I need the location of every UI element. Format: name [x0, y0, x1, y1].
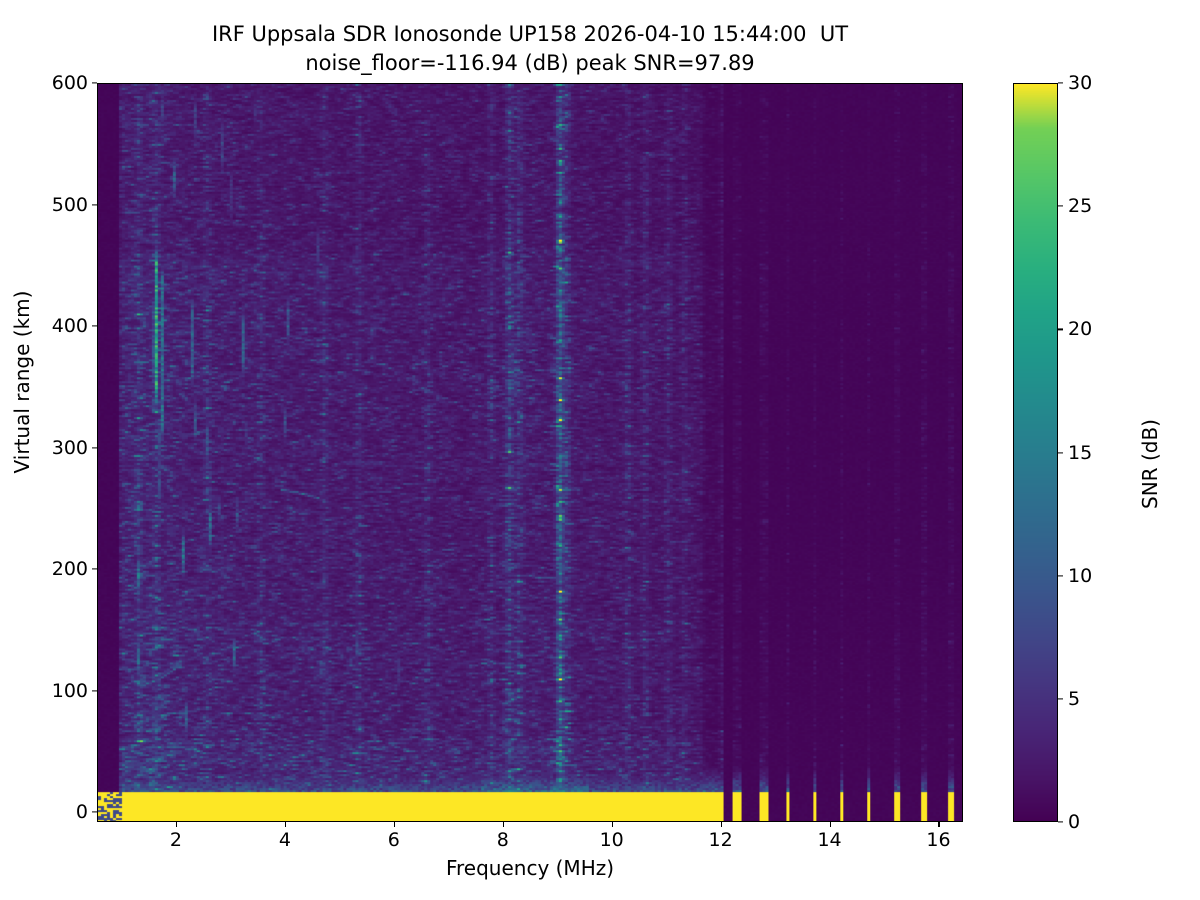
x-tick-mark — [284, 822, 287, 827]
y-tick-mark — [92, 203, 97, 206]
figure-title-line-1: IRF Uppsala SDR Ionosonde UP158 2026-04-… — [211, 22, 849, 46]
ionogram-heatmap-canvas — [98, 84, 962, 821]
x-tick-label: 14 — [817, 829, 842, 851]
y-tick-label: 600 — [51, 72, 88, 94]
x-tick-label: 16 — [926, 829, 951, 851]
y-tick-label: 400 — [51, 315, 88, 338]
y-tick-label: 0 — [75, 801, 88, 824]
x-tick-label: 4 — [278, 829, 291, 851]
colorbar-tick-label: 5 — [1068, 687, 1081, 710]
x-tick-mark — [502, 822, 504, 827]
colorbar-tick-label: 15 — [1068, 441, 1093, 464]
x-tick-mark — [175, 822, 178, 827]
x-tick-label: 10 — [599, 829, 624, 851]
colorbar-tick-mark — [1058, 575, 1063, 577]
colorbar-tick-mark — [1058, 82, 1063, 84]
y-tick-label: 100 — [51, 679, 88, 702]
colorbar-tick-mark — [1058, 205, 1063, 207]
figure-title-line-2: noise_floor=-116.94 (dB) peak SNR=97.89 — [305, 51, 755, 75]
colorbar-gradient-canvas — [1014, 84, 1057, 821]
colorbar-tick-mark — [1058, 698, 1063, 700]
x-tick-mark — [393, 822, 396, 827]
y-tick-mark — [92, 325, 97, 327]
colorbar-tick-mark — [1058, 821, 1063, 823]
y-tick-label: 300 — [51, 436, 88, 459]
x-tick-mark — [720, 822, 722, 827]
colorbar-tick-label: 0 — [1068, 811, 1081, 833]
y-tick-mark — [92, 447, 97, 449]
x-tick-label: 2 — [169, 829, 183, 851]
colorbar-tick-label: 30 — [1068, 72, 1093, 94]
colorbar-tick-label: 20 — [1068, 318, 1093, 341]
colorbar-label: SNR (dB) — [1138, 419, 1162, 509]
y-tick-mark — [92, 811, 97, 813]
x-tick-label: 8 — [496, 829, 509, 851]
y-tick-mark — [92, 568, 97, 570]
x-tick-mark — [829, 822, 831, 827]
y-tick-label: 500 — [51, 193, 88, 216]
x-tick-label: 6 — [387, 829, 400, 851]
y-tick-mark — [92, 82, 97, 84]
ionogram-plot-area — [97, 83, 963, 822]
colorbar-tick-label: 10 — [1068, 564, 1093, 587]
y-tick-label: 200 — [51, 558, 88, 581]
y-axis-label: Virtual range (km) — [10, 290, 34, 474]
x-tick-mark — [938, 822, 940, 827]
y-tick-mark — [92, 690, 97, 692]
x-tick-label: 12 — [708, 829, 733, 851]
colorbar-tick-mark — [1058, 328, 1063, 330]
x-axis-label: Frequency (MHz) — [445, 856, 615, 880]
colorbar-tick-mark — [1058, 451, 1063, 454]
colorbar-tick-label: 25 — [1068, 195, 1093, 218]
colorbar — [1013, 83, 1058, 822]
x-tick-mark — [611, 822, 613, 827]
